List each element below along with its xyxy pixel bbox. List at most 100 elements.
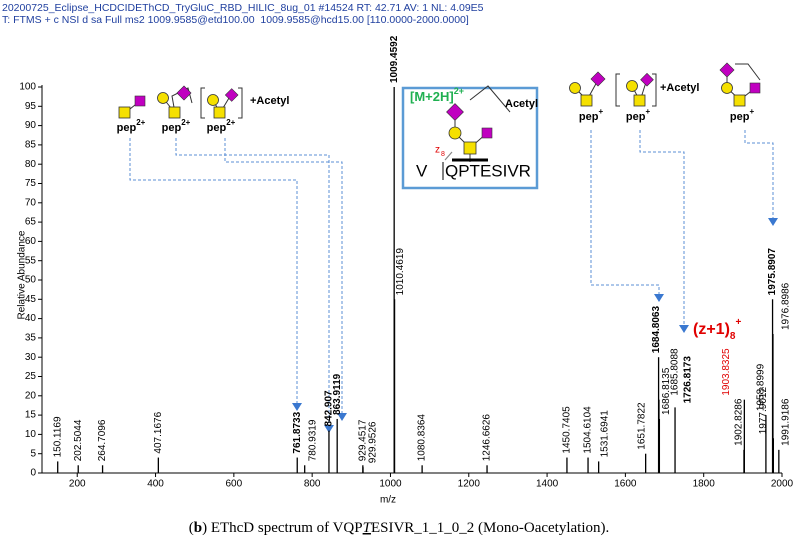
y-tick-label: 60 [25, 236, 37, 247]
peak-label: 1958.8999 [756, 363, 767, 411]
fragment-sup: + [735, 317, 741, 328]
inset-residue: V [416, 161, 428, 180]
glycan-label-charge: 2+ [181, 118, 190, 127]
fragment-label: (z+1)8 + [693, 317, 741, 342]
y-tick-label: 70 [25, 197, 37, 208]
acetyl-label: +Acetyl [660, 82, 699, 94]
glycan-label-text: pep [626, 111, 646, 123]
x-tick-label: 400 [147, 479, 164, 490]
inset: Acetyl V QPTESIVR z 8 [401, 85, 539, 190]
acetyl-label: +Acetyl [250, 95, 289, 107]
glycan-label-charge: 2+ [136, 118, 145, 127]
x-tick-label: 1400 [536, 479, 559, 490]
fragment-text: (z+1) [693, 321, 730, 338]
peak-label: 1684.8063 [651, 305, 662, 353]
glycan-label: pep2+ [162, 118, 191, 134]
peak-label: 1976.8986 [781, 282, 792, 330]
peak-label: 1903.8325 [721, 348, 732, 396]
peak-label: 1531.6941 [599, 410, 610, 458]
peak-label: 202.5044 [73, 419, 84, 461]
peak-label: 1977.9012 [758, 387, 769, 435]
peak-label: 1975.8907 [767, 248, 778, 296]
y-tick-label: 10 [25, 429, 37, 440]
glycan-label-charge: + [749, 107, 754, 116]
y-tick-label: 55 [25, 255, 37, 266]
glycan-label-text: pep [162, 122, 182, 134]
peak-label: 1991.9186 [780, 398, 791, 446]
y-axis-label: Relative Abundance [17, 230, 28, 319]
y-tick-label: 0 [30, 468, 36, 479]
peak-label: 150.1169 [52, 416, 63, 457]
peak-label: 264.7096 [97, 419, 108, 461]
caption-part: T [363, 520, 373, 536]
y-tick-label: 15 [25, 410, 37, 421]
glycan-label-charge: + [645, 107, 650, 116]
peak-label: 761.8733 [292, 411, 303, 453]
glycan-label: pep2+ [117, 118, 146, 134]
y-tick-label: 65 [25, 217, 37, 228]
peak-label: 863.9119 [332, 373, 343, 415]
glycan-label: pep+ [730, 107, 755, 123]
y-tick-label: 45 [25, 294, 37, 305]
glycan-label-text: pep [730, 111, 750, 123]
x-tick-label: 2000 [771, 479, 794, 490]
x-tick-label: 1000 [379, 479, 402, 490]
peak-label: 1651.7822 [636, 402, 647, 450]
precursor-text: [M+2H] [410, 89, 454, 104]
peak-label: 842.907 [324, 390, 335, 427]
inset-acetyl: Acetyl [505, 98, 538, 110]
inset-ion-index: 8 [441, 151, 445, 158]
x-tick-label: 600 [226, 479, 243, 490]
caption-part: ESIVR_1_1_0_2 (Mono-Oacetylation). [371, 520, 609, 536]
peak-label: 1246.6626 [482, 414, 493, 462]
peak-label: 1686.8135 [661, 367, 672, 415]
y-tick-label: 25 [25, 371, 37, 382]
peak-label: 1010.4619 [395, 248, 406, 296]
glycan-label-charge: + [598, 107, 603, 116]
y-tick-label: 90 [25, 120, 37, 131]
peak-label: 929.9526 [368, 421, 379, 463]
glycan-label-charge: 2+ [226, 118, 235, 127]
inset-peptide: QPTESIVR [445, 161, 531, 180]
caption-part: ) EThcD spectrum of VQP [202, 520, 363, 536]
glycan-label: pep2+ [207, 118, 236, 134]
x-tick-label: 1800 [693, 479, 716, 490]
peak-label: 1009.4592 [389, 35, 400, 83]
x-tick-label: 1600 [614, 479, 637, 490]
x-tick-label: 200 [69, 479, 86, 490]
peak-label: 1902.8286 [734, 398, 745, 446]
glycan-label-text: pep [117, 122, 137, 134]
peak-label: 1685.8088 [670, 348, 681, 396]
glycan-label: pep+ [626, 107, 651, 123]
y-tick-label: 40 [25, 313, 37, 324]
peak-label: 1450.7405 [562, 406, 573, 454]
peak-label: 1726.8173 [683, 356, 694, 404]
glycan-icons [118, 62, 778, 433]
peak-label: 1504.6104 [583, 406, 594, 454]
y-tick-label: 80 [25, 159, 37, 170]
caption-part: ( [189, 520, 194, 536]
y-tick-label: 35 [25, 333, 37, 344]
peak-label: 780.9319 [307, 419, 318, 461]
peak-label: 1080.8364 [417, 414, 428, 462]
y-tick-label: 30 [25, 352, 37, 363]
y-tick-label: 100 [19, 82, 36, 93]
y-tick-label: 85 [25, 140, 37, 151]
header-line: 20200725_Eclipse_HCDCIDEThCD_TryGluC_RBD… [2, 2, 484, 14]
y-tick-label: 50 [25, 275, 37, 286]
peak-label: 407.1676 [153, 411, 164, 453]
fragment-sub: 8 [730, 331, 736, 342]
glycan-label-text: pep [207, 122, 227, 134]
precursor-label: [M+2H]2+ [410, 86, 464, 104]
inset-ion: z [435, 145, 440, 156]
caption-part: b [194, 520, 202, 536]
caption: (b) EThcD spectrum of VQPTESIVR_1_1_0_2 … [189, 520, 610, 536]
x-axis-label: m/z [380, 495, 396, 506]
glycan-label: pep+ [579, 107, 604, 123]
y-tick-label: 75 [25, 178, 37, 189]
peak-label: 929.4517 [357, 419, 368, 461]
glycan-label-text: pep [579, 111, 599, 123]
y-tick-label: 20 [25, 390, 37, 401]
x-tick-label: 1200 [458, 479, 481, 490]
